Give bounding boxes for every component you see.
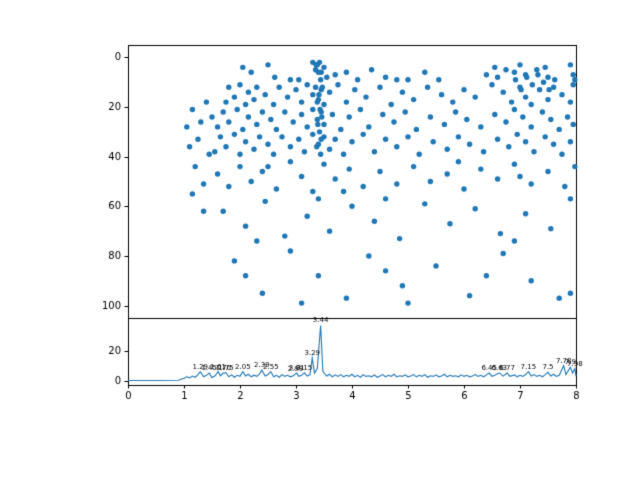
figure: 20230503_091630UTC_V12 t (s) IPI (ms) — [0, 0, 640, 480]
plot-canvas — [0, 0, 640, 480]
